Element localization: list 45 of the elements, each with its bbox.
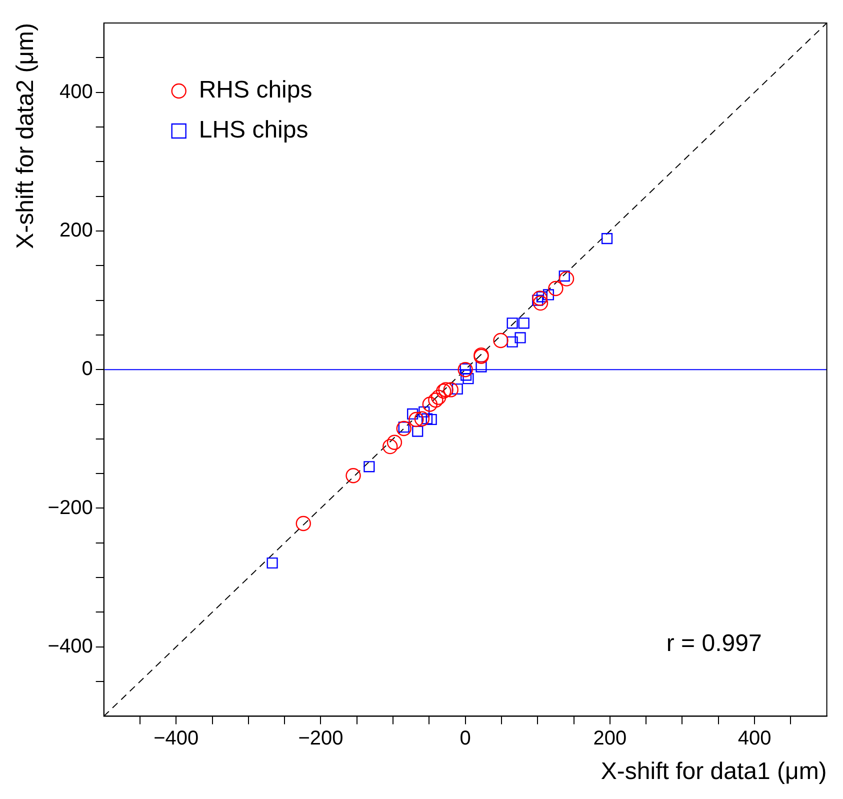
point xyxy=(443,382,458,398)
point xyxy=(430,390,446,405)
y-tick-label: 400 xyxy=(59,80,93,103)
x-tick-label: 200 xyxy=(593,728,627,750)
point xyxy=(266,557,278,569)
point xyxy=(386,434,402,450)
y-tick-label: 200 xyxy=(59,219,93,242)
y-tick-label: −200 xyxy=(48,496,93,519)
y-axis-title: X-shift for data2 (μm) xyxy=(12,23,40,249)
y-tick-label: −400 xyxy=(48,635,93,658)
point xyxy=(532,290,548,306)
point xyxy=(426,414,437,426)
point xyxy=(532,295,548,311)
point xyxy=(458,362,473,378)
point xyxy=(412,426,424,437)
legend-label: RHS chips xyxy=(198,76,312,104)
point xyxy=(296,516,311,532)
point xyxy=(506,336,518,348)
x-tick-label: −200 xyxy=(298,728,344,750)
y-tick-label: 0 xyxy=(82,358,93,380)
point xyxy=(542,289,554,300)
point xyxy=(396,420,412,436)
point xyxy=(506,318,518,329)
x-tick-label: 0 xyxy=(460,728,471,750)
point xyxy=(428,392,444,408)
annotation: r = 0.997 xyxy=(666,630,762,658)
x-axis-title: X-shift for data1 (μm) xyxy=(600,758,827,786)
point xyxy=(548,280,564,296)
point xyxy=(414,411,430,426)
point xyxy=(601,233,613,244)
point xyxy=(558,271,574,286)
x-tick-label: 400 xyxy=(738,728,772,750)
point xyxy=(493,332,508,348)
point xyxy=(418,406,430,418)
legend-label: LHS chips xyxy=(198,116,308,144)
point xyxy=(518,318,530,329)
point xyxy=(462,373,474,384)
point xyxy=(476,361,487,372)
point xyxy=(422,396,438,412)
point xyxy=(408,412,424,428)
point xyxy=(514,332,526,344)
point xyxy=(364,461,375,472)
point xyxy=(382,438,398,454)
point xyxy=(346,468,361,484)
x-tick-label: −400 xyxy=(154,728,199,750)
